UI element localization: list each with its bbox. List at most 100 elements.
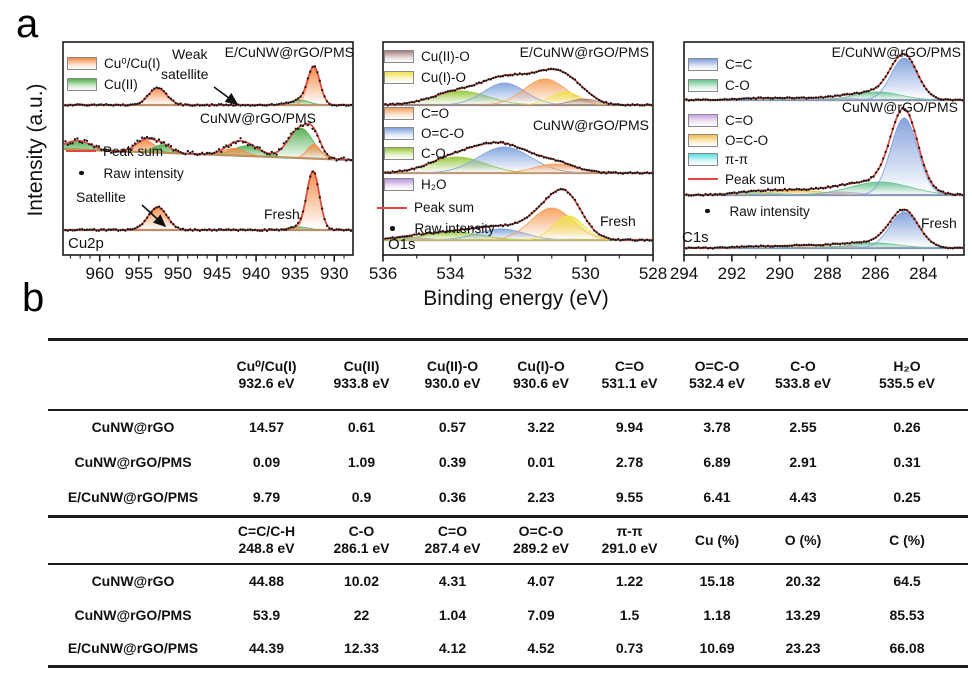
value-cell: 0.9 [351, 488, 372, 505]
value-cell: 0.09 [252, 453, 281, 470]
annotation-text: Satellite [76, 189, 126, 205]
value-cell: 14.57 [248, 419, 285, 435]
column-header: O=C-O 532.4 eV [674, 340, 760, 410]
value-cell: 4.12 [438, 639, 467, 656]
value-cell: 7.09 [527, 606, 555, 623]
legend-item: Peak sum [66, 140, 184, 162]
raw-intensity-dots [684, 208, 964, 250]
column-header: O (%) [760, 516, 846, 564]
legend-swatch [688, 58, 718, 71]
column-header-name: C=C/C-H [237, 523, 296, 540]
table-row: CuNW@rGO/PMS 53.9 22 1.04 7.09 1.5 1.18 13.29 85… [48, 598, 968, 632]
legend-item: C-O [384, 143, 464, 163]
legend-item: C=O [688, 111, 785, 131]
legend-label: C-O [421, 145, 446, 161]
value-cell: 4.43 [789, 488, 817, 505]
peak-sum-line-swatch [66, 150, 96, 152]
value-cell: 0.57 [438, 419, 467, 435]
value-cell: 0.25 [893, 488, 921, 505]
value-cell: 1.22 [615, 573, 644, 589]
legend-group: Cu⁰/Cu(I) Cu(II) [67, 53, 160, 95]
region-label: O1s [388, 236, 416, 253]
legend-item: Peak sum [377, 197, 495, 218]
column-header-ev: 531.1 eV [601, 374, 658, 391]
column-header: π-π 291.0 eV [585, 516, 674, 564]
value-cell: 1.09 [347, 453, 376, 470]
legend-label: Peak sum [725, 171, 786, 187]
peak-sum-line-swatch [377, 206, 407, 209]
row-label: E/CuNW@rGO/PMS [67, 488, 199, 505]
legend-item: Peak sum [688, 170, 785, 190]
column-header-name: O (%) [784, 531, 822, 548]
legend-swatch [688, 133, 718, 147]
column-header-ev: 533.8 eV [774, 374, 832, 391]
region-label: C1s [682, 229, 709, 246]
column-header-ev: 535.5 eV [878, 374, 936, 391]
raw-intensity-dots [684, 106, 964, 197]
legend-label: π-π [725, 152, 749, 168]
column-header: Cu⁰/Cu(I) 932.6 eV [218, 340, 315, 410]
xps-table-section-1: Cu⁰/Cu(I) 932.6 eV Cu(II) 933.8 eV Cu(II)-O 9… [48, 338, 968, 515]
legend-label: O=C-O [421, 125, 465, 141]
xps-table-section-2: C=C/C-H 248.8 eV C-O 286.1 eV C=O 287.4 eV O=C… [48, 514, 968, 668]
value-cell: 0.36 [438, 488, 467, 505]
column-header-name: C (%) [889, 531, 925, 548]
column-header-name: Cu (%) [694, 531, 740, 548]
value-cell: 6.89 [703, 453, 731, 470]
panel-a-label: a [16, 2, 39, 46]
table-header-row: Cu⁰/Cu(I) 932.6 eV Cu(II) 933.8 eV Cu(II)-O 9… [48, 340, 968, 410]
o1s-plot-svg: 536 534 532 530 528 [369, 41, 667, 283]
legend-group: H₂O [384, 174, 447, 194]
column-header-name: O=C-O [518, 523, 564, 540]
legend-item: H₂O [384, 174, 447, 194]
cu2p-plot-svg: 960 955 950 945 940 935 930 [62, 41, 354, 283]
legend-label: Raw intensity [729, 203, 810, 219]
column-header-name: Cu(II) [343, 357, 380, 374]
value-cell: 0.31 [893, 453, 921, 470]
value-cell: 20.32 [785, 573, 821, 589]
legend-item: π-π [688, 150, 785, 170]
value-cell: 9.79 [252, 488, 281, 505]
spectrum-label: E/CuNW@rGO/PMS [224, 44, 354, 60]
column-header-ev: 532.4 eV [688, 374, 746, 391]
x-tick-label: 294 [670, 264, 698, 283]
table-row: E/CuNW@rGO/PMS 9.79 0.9 0.36 2.23 9.55 6.41 4.4… [48, 480, 968, 515]
legend-swatch [384, 126, 414, 140]
value-cell: 53.9 [252, 606, 281, 623]
y-axis-label: Intensity (a.u.) [24, 83, 47, 217]
legend-swatch [384, 177, 414, 191]
legend-group: Peak sum Raw intensity [66, 140, 184, 184]
legend-label: Cu⁰/Cu(I) [104, 55, 161, 71]
table-row: CuNW@rGO 44.88 10.02 4.31 4.07 1.22 15.18 20.32… [48, 564, 968, 598]
x-tick-label: 930 [320, 264, 348, 283]
table-header-row: C=C/C-H 248.8 eV C-O 286.1 eV C=O 287.4 eV O=C… [48, 516, 968, 564]
legend-group: C=O O=C-O π-π Peak sum [688, 111, 785, 189]
x-tick-label: 534 [436, 264, 464, 283]
header-empty-cell [48, 340, 218, 410]
column-header-ev: 933.8 eV [333, 374, 390, 391]
column-header-name: π-π [616, 523, 643, 540]
legend-label: H₂O [421, 176, 447, 192]
x-tick-label: 288 [813, 264, 841, 283]
column-header: H₂O 535.5 eV [846, 340, 968, 410]
column-header-name: H₂O [893, 357, 921, 374]
column-header: Cu(II) 933.8 eV [315, 340, 408, 410]
row-label: CuNW@rGO [91, 419, 175, 435]
x-tick-label: 955 [125, 264, 153, 283]
x-tick-label: 528 [639, 264, 667, 283]
spectrum-label: E/CuNW@rGO/PMS [519, 44, 649, 60]
row-label: E/CuNW@rGO/PMS [67, 639, 199, 656]
column-header: O=C-O 289.2 eV [497, 516, 585, 564]
value-cell: 12.33 [343, 639, 380, 656]
row-label: CuNW@rGO/PMS [74, 453, 192, 470]
column-header-name: O=C-O [694, 357, 740, 374]
legend-label: C-O [725, 78, 750, 93]
column-header-name: Cu(II)-O [426, 357, 479, 374]
header-empty-cell [48, 516, 218, 564]
legend-item: O=C-O [688, 131, 785, 151]
legend-label: Cu(II) [104, 77, 138, 92]
column-header: C=O 531.1 eV [585, 340, 674, 410]
x-tick-label: 940 [242, 264, 270, 283]
spectrum-label: E/CuNW@rGO/PMS [831, 44, 961, 60]
column-header-ev: 930.6 eV [512, 374, 570, 391]
